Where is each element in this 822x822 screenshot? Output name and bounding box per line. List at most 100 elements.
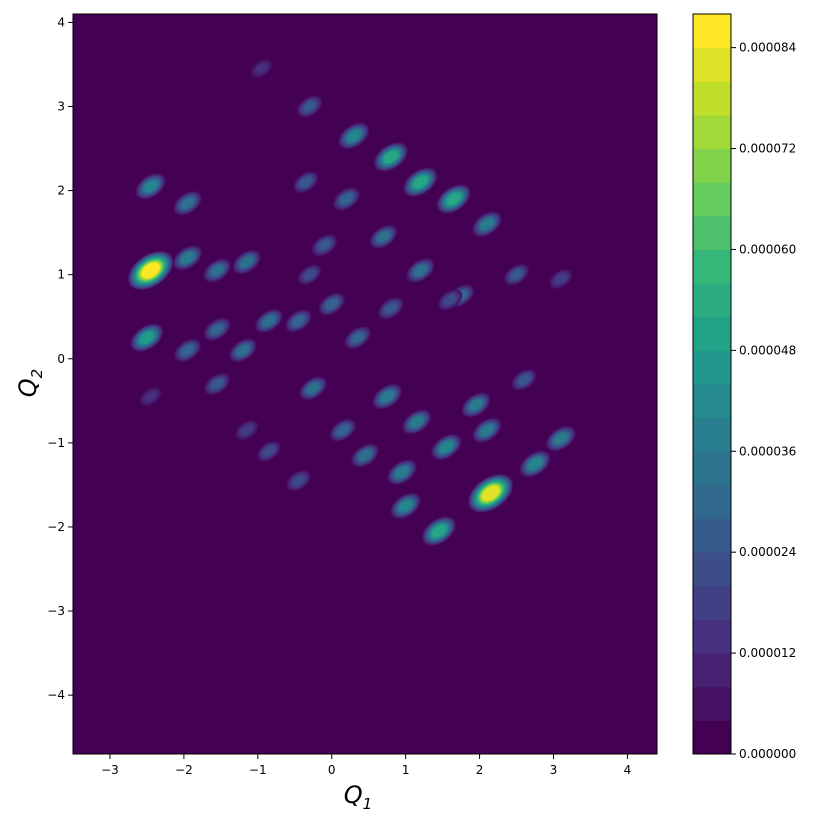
colorbar-tick-label: 0.000036 — [739, 444, 796, 458]
colorbar-band — [693, 720, 731, 755]
density-peak — [403, 167, 438, 197]
x-tick-label: −1 — [249, 763, 267, 777]
colorbar-band — [693, 148, 731, 183]
density-peak — [351, 443, 379, 468]
density-peak — [431, 434, 462, 461]
density-peak — [338, 122, 370, 150]
y-tick-label: −3 — [47, 604, 65, 618]
density-peak — [127, 250, 174, 291]
density-peak — [387, 459, 417, 485]
y-tick-label: −1 — [47, 436, 65, 450]
y-axis-title: Q2 — [14, 369, 46, 397]
plot-frame — [72, 13, 658, 755]
density-peak — [204, 372, 230, 396]
colorbar-tick-label: 0.000084 — [739, 41, 796, 55]
y-axis: 4 3 2 1 0 −1 −2 −3 −4 — [47, 15, 73, 702]
density-peak — [174, 338, 202, 362]
density-peak — [406, 258, 435, 283]
density-peak — [173, 191, 202, 216]
y-tick-label: 3 — [57, 100, 65, 114]
colorbar-band — [693, 47, 731, 82]
colorbar-band — [693, 686, 731, 721]
density-peak — [378, 297, 404, 320]
colorbar-band — [693, 350, 731, 385]
colorbar-band — [693, 114, 731, 150]
density-peak — [255, 309, 283, 333]
density-peak — [296, 95, 323, 118]
colorbar-band — [693, 451, 731, 486]
colorbar-band — [693, 518, 731, 553]
density-peak — [285, 309, 312, 333]
density-peak — [333, 187, 360, 211]
colorbar-tick-label: 0.000072 — [739, 142, 796, 156]
y-tick-label: 1 — [57, 268, 65, 282]
x-tick-label: −2 — [175, 763, 193, 777]
density-peak — [369, 225, 398, 249]
density-peak — [299, 376, 328, 401]
colorbar-tick-label: 0.000000 — [739, 747, 796, 761]
density-peak — [232, 249, 261, 275]
density-peak — [297, 264, 322, 285]
y-tick-label: −4 — [47, 688, 65, 702]
density-peak — [549, 268, 573, 289]
density-peak — [436, 184, 471, 214]
density-peak — [293, 171, 319, 193]
y-tick-label: 2 — [57, 184, 65, 198]
x-tick-label: −3 — [101, 763, 119, 777]
colorbar: 0.000000 0.000012 0.000024 0.000036 0.000048… — [692, 13, 796, 761]
colorbar-band — [693, 249, 731, 284]
x-axis: −3 −2 −1 0 1 2 3 4 — [101, 754, 631, 777]
density-peak — [203, 317, 231, 341]
density-peak — [130, 323, 164, 352]
density-peak — [373, 142, 408, 172]
density-peak — [257, 441, 281, 462]
colorbar-ticks: 0.000000 0.000012 0.000024 0.000036 0.000048… — [731, 41, 796, 761]
colorbar-band — [693, 316, 731, 351]
y-tick-label: −2 — [47, 520, 65, 534]
colorbar-tick-label: 0.000048 — [739, 343, 796, 357]
density-peak — [402, 409, 432, 435]
colorbar-band — [693, 619, 731, 654]
density-peak — [468, 473, 514, 513]
colorbar-frame — [692, 13, 732, 755]
density-layer — [127, 59, 576, 546]
colorbar-band — [693, 14, 731, 49]
x-tick-label: 0 — [328, 763, 336, 777]
colorbar-band — [693, 552, 731, 587]
colorbar-band — [693, 283, 731, 318]
colorbar-band — [693, 653, 731, 688]
colorbar-tick-label: 0.000060 — [739, 242, 796, 256]
colorbar-bands — [693, 14, 731, 755]
colorbar-band — [693, 417, 731, 452]
density-peak — [235, 420, 259, 441]
density-peak — [250, 59, 273, 78]
density-peak — [318, 292, 345, 316]
colorbar-band — [693, 182, 731, 217]
colorbar-tick-label: 0.000012 — [739, 646, 796, 660]
density-peak — [329, 418, 356, 442]
density-peak — [229, 338, 257, 363]
x-tick-label: 4 — [624, 763, 632, 777]
density-peak — [461, 392, 491, 418]
density-peak — [511, 369, 537, 391]
density-peak — [472, 211, 502, 237]
colorbar-tick-label: 0.000024 — [739, 545, 796, 559]
density-peak — [139, 387, 162, 406]
density-peak — [546, 425, 576, 452]
density-peak — [390, 492, 421, 519]
density-peak — [437, 289, 463, 311]
density-peak — [173, 245, 203, 271]
density-peak — [472, 417, 502, 443]
density-peak — [421, 516, 456, 546]
x-tick-label: 1 — [402, 763, 410, 777]
colorbar-band — [693, 215, 731, 250]
density-peak — [372, 383, 402, 410]
colorbar-band — [693, 384, 731, 419]
density-peak — [519, 450, 551, 478]
colorbar-band — [693, 585, 731, 620]
density-peak — [203, 258, 231, 283]
colorbar-band — [693, 484, 731, 520]
x-tick-label: 3 — [550, 763, 558, 777]
density-peak — [311, 234, 338, 257]
